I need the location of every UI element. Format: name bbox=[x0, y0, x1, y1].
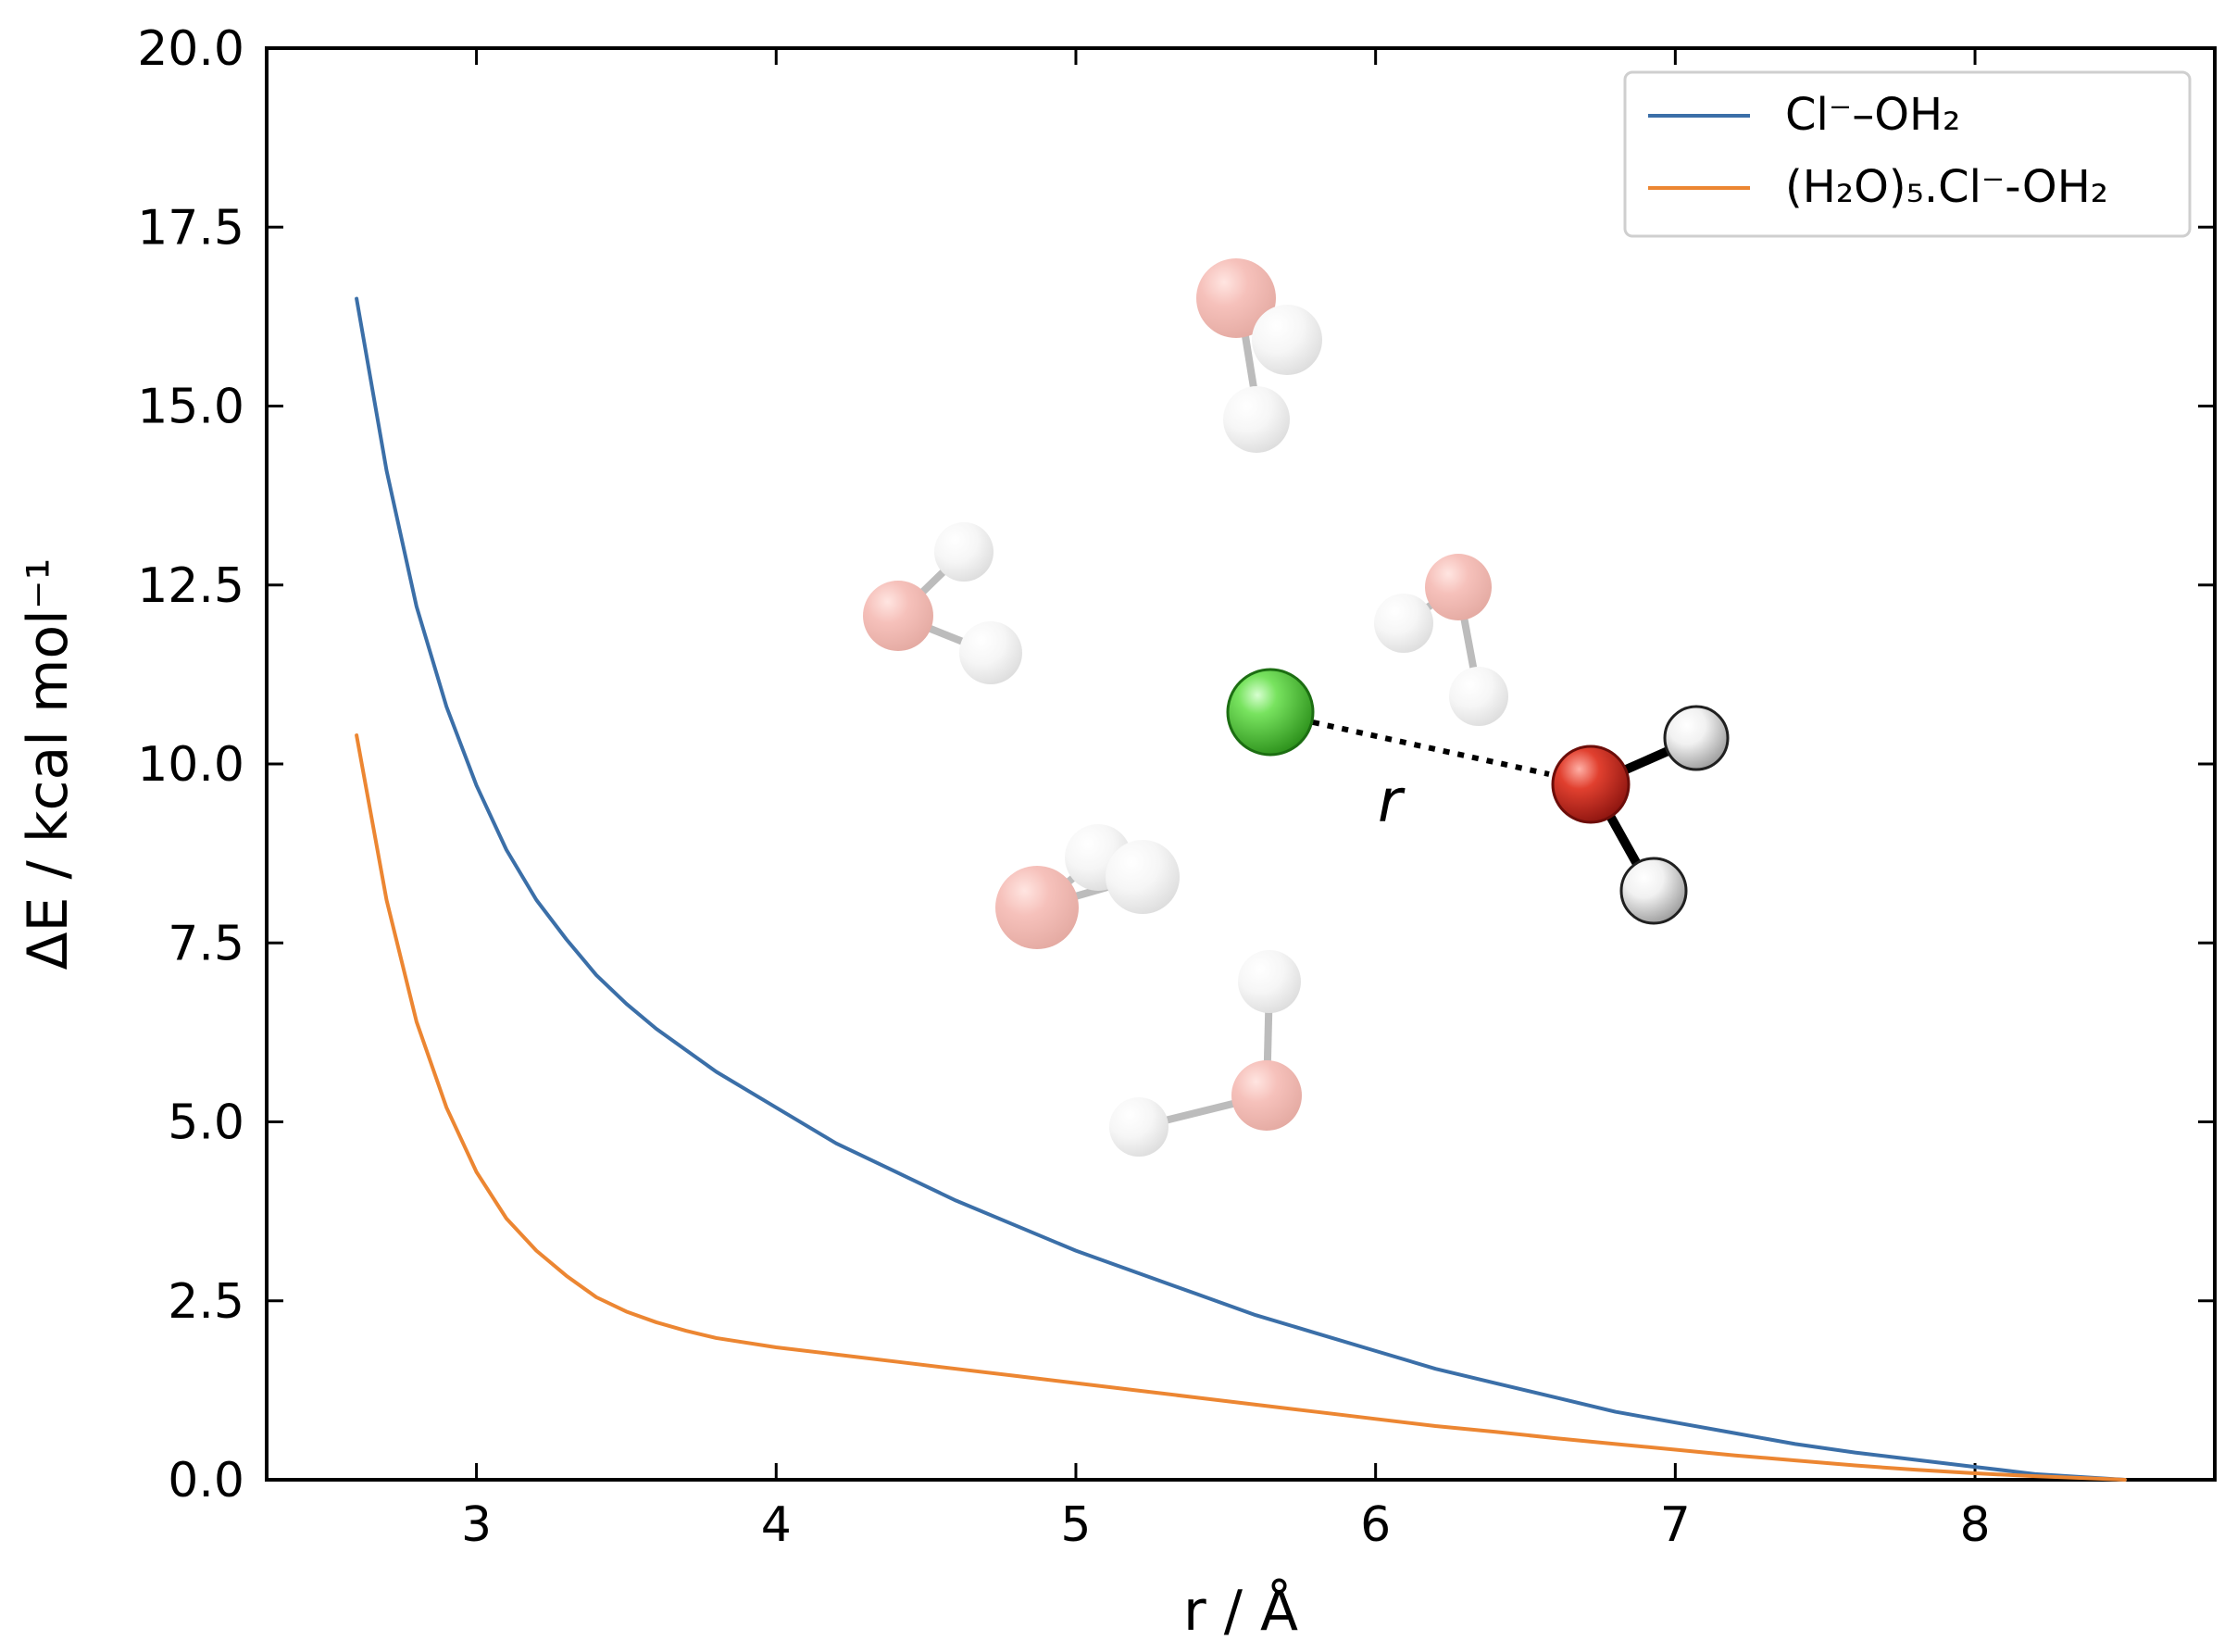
faded-oxygen-atom bbox=[995, 866, 1079, 949]
faded-water-molecule-top bbox=[1196, 258, 1322, 453]
faded-hydrogen-atom bbox=[1449, 667, 1508, 726]
faded-hydrogen-atom bbox=[934, 522, 994, 582]
y-tick-label: 12.5 bbox=[137, 558, 244, 614]
faded-hydrogen-atom bbox=[1238, 950, 1301, 1013]
x-tick-label: 8 bbox=[1959, 1497, 1990, 1553]
y-tick-label: 20.0 bbox=[137, 21, 244, 77]
x-tick-label: 3 bbox=[461, 1497, 492, 1553]
oxygen-atom bbox=[1551, 745, 1631, 824]
y-axis-label: ΔE / kcal mol⁻¹ bbox=[16, 557, 81, 970]
faded-oxygen-atom bbox=[1231, 1060, 1302, 1131]
y-tick-label: 5.0 bbox=[168, 1095, 244, 1151]
faded-water-molecule-lower-left bbox=[995, 824, 1180, 949]
distance-line bbox=[1312, 720, 1550, 777]
faded-oxygen-atom bbox=[863, 581, 933, 651]
y-tick-label: 10.0 bbox=[137, 737, 244, 793]
hydrogen-atom bbox=[1619, 857, 1688, 925]
legend-label-series-1: Cl⁻–OH₂ bbox=[1785, 89, 1960, 141]
plot-layer: 3 4 5 6 7 8 0.0 2.5 5.0 7.5 10.0 12.5 15.0 17.5 20.0 r … bbox=[16, 21, 2217, 1644]
faded-water-molecule-left bbox=[863, 522, 1022, 684]
y-tick-label: 15.0 bbox=[137, 380, 244, 435]
x-axis-label: r / Å bbox=[1183, 1578, 1298, 1644]
x-tick-label: 6 bbox=[1360, 1497, 1391, 1553]
faded-water-molecule-right bbox=[1374, 554, 1508, 726]
faded-oxygen-atom bbox=[1196, 258, 1276, 338]
y-tick-label: 7.5 bbox=[168, 916, 244, 971]
x-tick-label: 5 bbox=[1060, 1497, 1091, 1553]
x-tick-label: 4 bbox=[761, 1497, 792, 1553]
highlighted-complex: r bbox=[1226, 668, 1730, 925]
faded-hydrogen-atom bbox=[1252, 305, 1322, 375]
molecular-inset: r bbox=[863, 258, 1730, 1157]
y-tick-label: 17.5 bbox=[137, 200, 244, 256]
faded-hydrogen-atom bbox=[1374, 594, 1433, 653]
legend-box bbox=[1623, 70, 2192, 238]
y-tick-label: 0.0 bbox=[168, 1453, 244, 1508]
series-line-2 bbox=[355, 733, 2127, 1482]
y-tick-label: 2.5 bbox=[168, 1274, 244, 1330]
legend-label-series-2: (H₂O)₅.Cl⁻-OH₂ bbox=[1785, 161, 2108, 213]
faded-hydrogen-atom bbox=[1109, 1097, 1168, 1157]
x-tick-label: 7 bbox=[1660, 1497, 1691, 1553]
faded-water-molecule-bottom bbox=[1109, 950, 1302, 1157]
hydrogen-atom bbox=[1663, 705, 1730, 771]
faded-hydrogen-atom bbox=[1223, 386, 1290, 453]
legend: Cl⁻–OH₂ (H₂O)₅.Cl⁻-OH₂ bbox=[1623, 70, 2192, 238]
faded-hydrogen-atom bbox=[1106, 840, 1180, 914]
faded-hydrogen-atom bbox=[959, 621, 1022, 684]
series-line-1 bbox=[355, 296, 2127, 1482]
distance-label: r bbox=[1378, 768, 1406, 836]
faded-oxygen-atom bbox=[1425, 554, 1492, 620]
chloride-atom bbox=[1226, 668, 1315, 757]
